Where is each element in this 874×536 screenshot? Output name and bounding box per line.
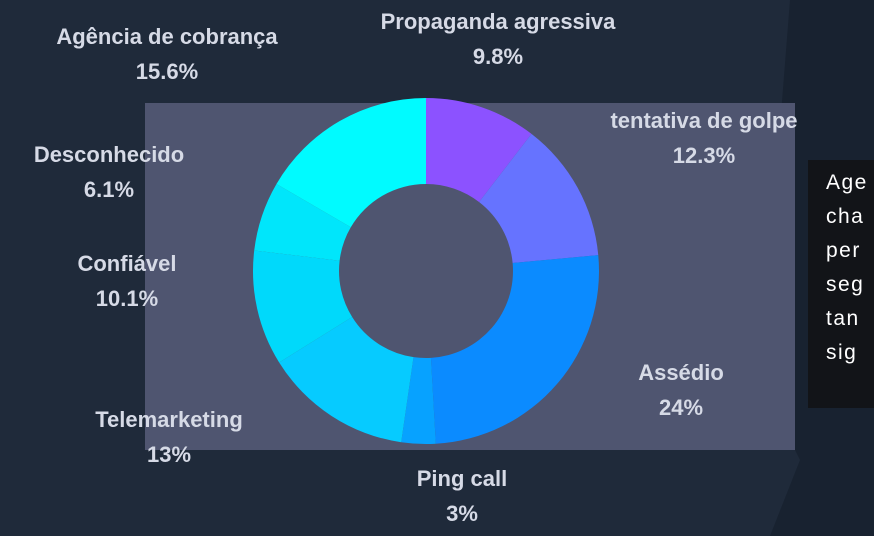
chart: Propaganda agressiva 9.8% tentativa de gol… <box>34 9 798 526</box>
slice-value: 24% <box>659 395 703 420</box>
donut-slice <box>276 97 426 228</box>
donut-slice <box>401 357 436 444</box>
slice-label: Confiável <box>77 251 176 276</box>
side-line: seg <box>826 273 864 296</box>
slice-label: Ping call <box>417 466 507 491</box>
slice-label: tentativa de golpe <box>610 108 797 133</box>
slice-label: Propaganda agressiva <box>381 9 617 34</box>
donut-slice <box>253 250 353 363</box>
side-line: per <box>826 239 861 262</box>
slice-value: 6.1% <box>84 177 134 202</box>
donut-slice <box>430 255 599 444</box>
donut-slice <box>426 98 532 203</box>
side-line: tan <box>826 307 860 330</box>
slice-label: Telemarketing <box>95 407 243 432</box>
slice-value: 9.8% <box>473 44 523 69</box>
slice-label: Assédio <box>638 360 724 385</box>
slice-value: 12.3% <box>673 143 735 168</box>
side-line: cha <box>826 205 864 228</box>
slice-label: Agência de cobrança <box>56 24 278 49</box>
text-box <box>808 160 874 408</box>
donut-slice <box>479 133 599 264</box>
side-text: Age cha per seg tan sig <box>826 171 868 364</box>
slice-label: Desconhecido <box>34 142 184 167</box>
donut-slice <box>279 316 414 443</box>
donut-slice <box>254 183 351 261</box>
side-line: Age <box>826 171 868 194</box>
slice-value: 3% <box>446 501 478 526</box>
slice-value: 10.1% <box>96 286 158 311</box>
slice-value: 15.6% <box>136 59 198 84</box>
slice-value: 13% <box>147 442 191 467</box>
side-line: sig <box>826 341 857 364</box>
